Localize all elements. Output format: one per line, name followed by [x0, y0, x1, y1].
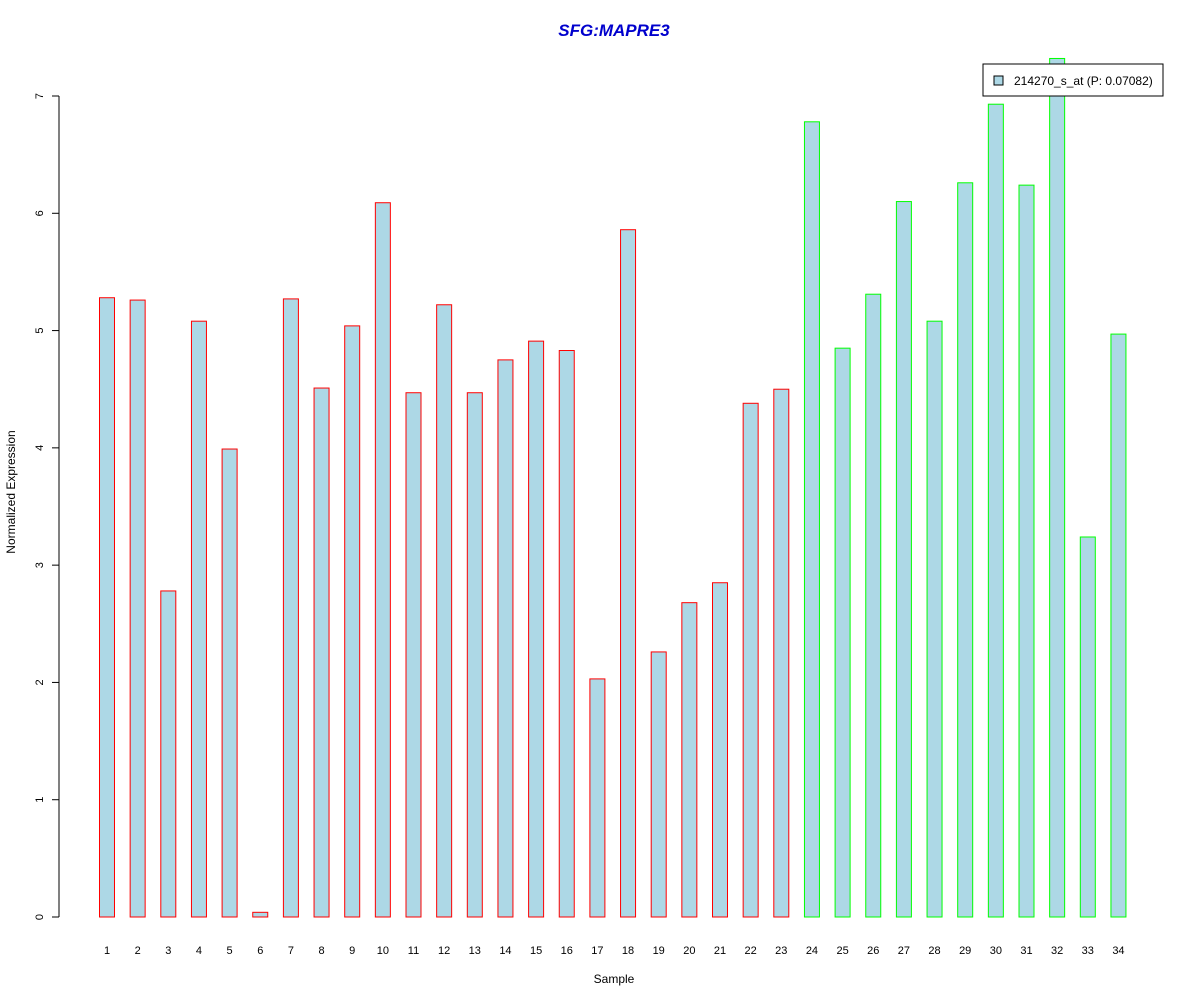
bar-sample-24: [803, 121, 820, 918]
x-tick-label: 13: [469, 945, 481, 957]
x-tick-label: 11: [408, 945, 419, 957]
bar-sample-10: [374, 202, 391, 918]
x-tick-label: 19: [653, 945, 665, 957]
bar-sample-1: [99, 297, 115, 918]
bar-sample-8: [313, 387, 330, 918]
x-tick-label: 12: [438, 945, 450, 957]
bar-sample-13: [466, 392, 483, 918]
x-tick-label: 32: [1051, 945, 1063, 957]
bar-sample-18: [620, 229, 637, 918]
y-tick-label: 0: [34, 914, 46, 920]
x-tick-label: 27: [898, 945, 910, 957]
x-tick-label: 16: [561, 945, 573, 957]
x-tick-label: 20: [683, 945, 695, 957]
bar-sample-26: [865, 293, 882, 918]
bar-sample-16: [558, 350, 575, 918]
bar-sample-7: [282, 298, 299, 918]
x-tick-label: 30: [990, 945, 1002, 957]
x-tick-label: 15: [530, 945, 542, 957]
bar-sample-5: [221, 448, 238, 918]
y-tick-label: 6: [34, 210, 46, 216]
x-tick-label: 21: [714, 945, 726, 957]
x-tick-label: 22: [745, 945, 757, 957]
bar-sample-9: [344, 325, 361, 918]
x-tick-label: 10: [377, 945, 389, 957]
x-tick-label: 29: [959, 945, 971, 957]
y-tick-label: 3: [34, 562, 46, 568]
bar-sample-6: [252, 911, 269, 918]
chart-title: SFG:MAPRE3: [558, 21, 670, 40]
x-tick-label: 4: [196, 945, 202, 957]
x-tick-label: 3: [165, 945, 171, 957]
bar-sample-11: [405, 392, 422, 918]
legend-entry-label: 214270_s_at (P: 0.07082): [1014, 74, 1153, 88]
x-tick-label: 18: [622, 945, 634, 957]
y-tick-label: 5: [34, 328, 46, 334]
y-axis: 0 1 2 3 4 5 6 7: [34, 93, 60, 920]
bar-sample-15: [528, 340, 545, 918]
bar-sample-33: [1079, 536, 1096, 918]
bars-group: [99, 57, 1127, 918]
x-tick-label: 24: [806, 945, 818, 957]
bar-sample-25: [834, 347, 851, 918]
x-tick-label: 23: [775, 945, 787, 957]
x-tick-label: 9: [349, 945, 355, 957]
x-tick-label: 6: [257, 945, 263, 957]
bar-sample-27: [895, 201, 912, 918]
x-tick-label: 14: [499, 945, 511, 957]
x-tick-label: 34: [1112, 945, 1124, 957]
bar-sample-30: [987, 103, 1004, 918]
y-tick-label: 1: [34, 797, 46, 803]
x-axis-label: Sample: [594, 972, 635, 986]
bar-sample-12: [436, 304, 453, 918]
x-tick-label: 5: [227, 945, 233, 957]
bar-sample-23: [773, 388, 790, 918]
x-tick-label: 31: [1020, 945, 1032, 957]
y-tick-label: 4: [34, 445, 46, 451]
y-tick-label: 2: [34, 679, 46, 685]
bar-sample-31: [1018, 184, 1035, 918]
bar-sample-29: [957, 182, 974, 918]
bar-sample-3: [160, 590, 177, 918]
bar-sample-28: [926, 320, 943, 918]
bar-sample-32: [1049, 57, 1066, 918]
bar-sample-21: [712, 582, 728, 918]
bar-sample-19: [650, 651, 667, 918]
bar-sample-22: [742, 402, 759, 918]
x-tick-label: 1: [104, 945, 110, 957]
y-axis-label: Normalized Expression: [4, 430, 18, 553]
bar-sample-2: [129, 299, 146, 918]
x-tick-label: 17: [591, 945, 603, 957]
y-tick-label: 7: [34, 93, 46, 99]
bar-sample-20: [681, 602, 698, 918]
legend-swatch: [993, 75, 1004, 86]
x-tick-label: 25: [836, 945, 848, 957]
x-tick-labels: 1 2 3 4 5 6 7 8 9 10 11 12 13 14 15 16 17 18 19 20 21 22 23 24 2…: [104, 945, 1125, 957]
x-tick-label: 33: [1082, 945, 1094, 957]
x-tick-label: 8: [318, 945, 324, 957]
legend-box: [982, 63, 1164, 97]
bar-sample-4: [190, 320, 207, 918]
bar-sample-17: [589, 678, 606, 918]
legend: 214270_s_at (P: 0.07082): [982, 63, 1164, 97]
x-tick-label: 7: [288, 945, 294, 957]
x-tick-label: 28: [928, 945, 940, 957]
x-tick-label: 2: [135, 945, 141, 957]
bar-sample-14: [497, 359, 514, 918]
bar-sample-34: [1110, 333, 1127, 918]
x-tick-label: 26: [867, 945, 879, 957]
